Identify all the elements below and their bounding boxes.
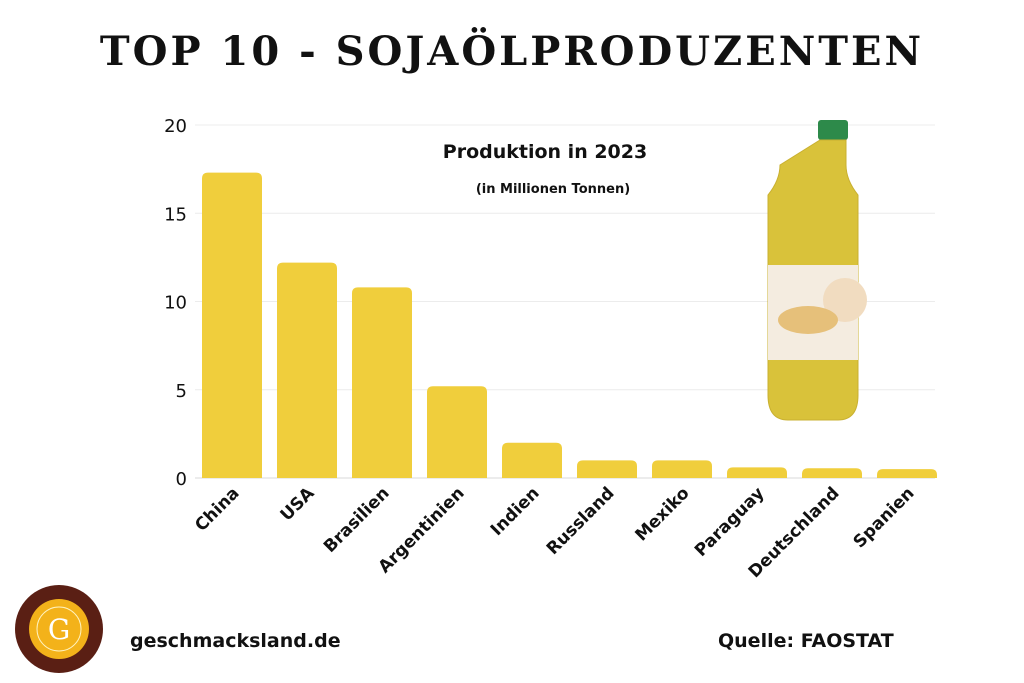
x-tick-label: Paraguay <box>691 483 769 561</box>
bar-argentinien <box>427 386 487 478</box>
bar-indien <box>502 442 562 478</box>
y-tick-label: 0 <box>176 469 187 490</box>
chart-title: TOP 10 - SOJAÖLPRODUZENTEN <box>99 28 925 75</box>
source-label: Quelle: FAOSTAT <box>718 630 894 652</box>
bar-russland <box>577 460 637 478</box>
x-tick-label: Russland <box>543 483 619 559</box>
bar-paraguay <box>727 467 787 478</box>
y-tick-label: 20 <box>164 116 187 137</box>
x-tick-label: Spanien <box>850 483 919 552</box>
geschmacksland-logo: G <box>15 585 103 673</box>
x-tick-label: Brasilien <box>320 483 394 557</box>
bar-brasilien <box>352 287 412 478</box>
x-tick-label: Mexiko <box>631 483 693 545</box>
y-tick-label: 15 <box>164 204 187 225</box>
svg-text:G: G <box>48 613 70 646</box>
y-tick-label: 10 <box>164 293 187 314</box>
bar-mexiko <box>652 460 712 478</box>
website-label: geschmacksland.de <box>130 630 341 652</box>
x-tick-label: USA <box>277 483 319 525</box>
bar-spanien <box>877 469 937 478</box>
oil-bottle-illustration <box>767 120 867 421</box>
chart-subtitle: Produktion in 2023 <box>443 141 647 163</box>
bar-china <box>202 172 262 478</box>
x-tick-label: China <box>191 483 243 535</box>
y-tick-label: 5 <box>176 381 187 402</box>
bar-usa <box>277 262 337 478</box>
unit-note: (in Millionen Tonnen) <box>476 182 630 197</box>
bar-deutschland <box>802 468 862 478</box>
x-tick-label: Indien <box>487 483 544 540</box>
